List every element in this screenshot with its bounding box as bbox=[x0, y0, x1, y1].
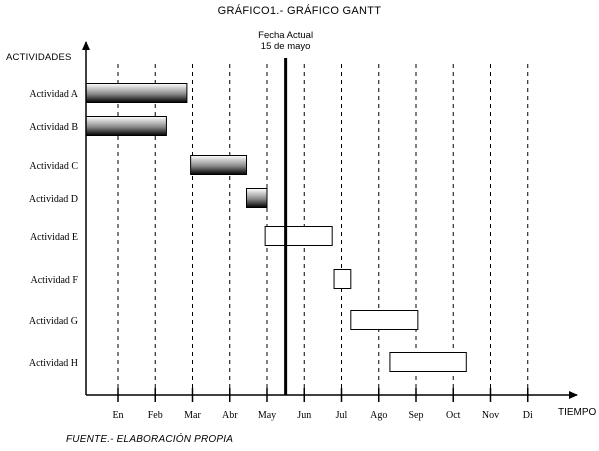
x-tick-label: Sep bbox=[409, 410, 424, 421]
task-label: Actividad H bbox=[29, 358, 78, 369]
task-label: Actividad G bbox=[29, 316, 78, 327]
x-tick-label: Nov bbox=[482, 410, 499, 421]
x-tick-label: May bbox=[258, 410, 276, 421]
current-date-label: Fecha Actual bbox=[258, 30, 313, 41]
task-label: Actividad E bbox=[30, 232, 78, 243]
x-tick-label: Oct bbox=[446, 410, 461, 421]
x-tick-labels: En Feb Mar Abr May Jun Jul Ago Sep Oct Nov Di bbox=[112, 410, 533, 421]
task-label: Actividad A bbox=[29, 89, 78, 100]
task-bar bbox=[85, 116, 167, 136]
x-tick-label: Jun bbox=[297, 410, 311, 421]
task-label: Actividad B bbox=[29, 122, 78, 133]
task-bar bbox=[85, 83, 188, 103]
x-tick-label: Di bbox=[523, 410, 533, 421]
current-date-value: 15 de mayo bbox=[261, 41, 311, 52]
month-gridlines bbox=[117, 64, 529, 395]
chart-title: GRÁFICO1.- GRÁFICO GANTT bbox=[217, 5, 382, 17]
x-tick-label: Mar bbox=[184, 410, 201, 421]
x-tick-label: Ago bbox=[370, 410, 387, 421]
task-bar bbox=[264, 226, 333, 246]
task-bar bbox=[333, 269, 352, 289]
task-bar bbox=[246, 188, 268, 208]
task-label: Actividad C bbox=[29, 161, 78, 172]
x-tick-label: Feb bbox=[148, 410, 163, 421]
task-bar bbox=[389, 352, 467, 372]
task-labels: Actividad A Actividad B Actividad C Activid… bbox=[29, 89, 79, 369]
task-bars bbox=[85, 83, 467, 372]
x-tick-label: En bbox=[112, 410, 123, 421]
x-tick-label: Jul bbox=[336, 410, 348, 421]
task-bar bbox=[190, 155, 248, 175]
x-tick-label: Abr bbox=[222, 410, 238, 421]
x-ticks bbox=[117, 388, 529, 402]
x-axis-label: TIEMPO bbox=[558, 407, 597, 418]
y-axis-label: ACTIVIDADES bbox=[6, 52, 72, 63]
task-label: Actividad D bbox=[29, 194, 78, 205]
source-note: FUENTE.- ELABORACIÓN PROPIA bbox=[66, 434, 234, 445]
task-label: Actividad F bbox=[31, 275, 79, 286]
task-bar bbox=[350, 310, 419, 330]
